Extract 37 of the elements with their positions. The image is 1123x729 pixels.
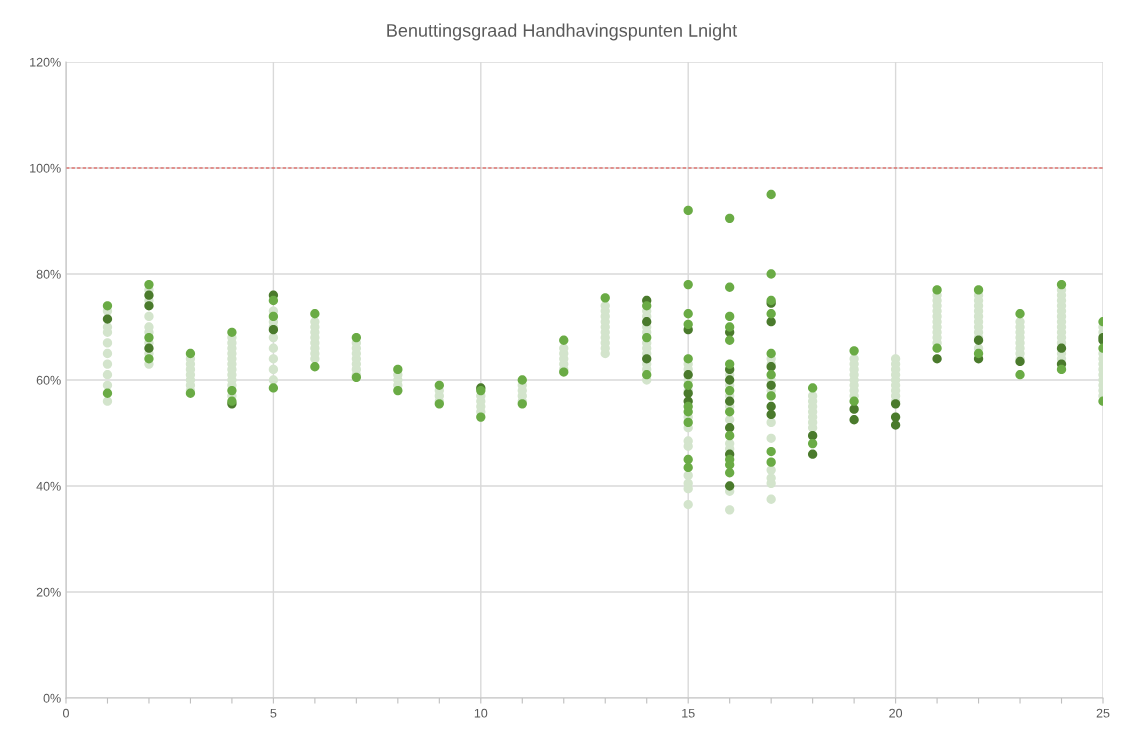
point <box>144 301 154 311</box>
y-tick-label: 40% <box>36 481 61 491</box>
point <box>725 423 735 433</box>
chart-title: Benuttingsgraad Handhavingspunten Lnight <box>387 23 738 41</box>
point <box>849 415 859 425</box>
point <box>642 317 652 327</box>
point <box>725 396 735 406</box>
x-tick-label: 5 <box>270 708 277 718</box>
point <box>102 314 113 324</box>
y-tick-label: 120% <box>30 57 61 67</box>
point <box>144 290 154 300</box>
x-tick-label: 15 <box>682 708 695 718</box>
point <box>849 404 859 414</box>
point <box>932 354 942 364</box>
point <box>766 409 776 420</box>
point <box>766 317 776 327</box>
x-tick-label: 10 <box>474 708 488 718</box>
point <box>766 401 776 412</box>
point <box>807 449 818 459</box>
point <box>144 343 154 353</box>
point <box>642 354 652 364</box>
point <box>890 420 901 430</box>
point <box>1056 343 1067 353</box>
y-tick-label: 80% <box>36 269 61 279</box>
y-tick-label: 0% <box>43 693 61 703</box>
x-tick-label: 25 <box>1096 708 1110 718</box>
point <box>725 481 735 491</box>
x-tick-label: 0 <box>63 708 69 718</box>
y-tick-label: 60% <box>36 375 61 385</box>
point <box>725 375 735 385</box>
y-tick-label: 100% <box>30 163 61 173</box>
point <box>890 412 901 422</box>
y-tick-label: 20% <box>36 587 61 597</box>
x-tick-label: 20 <box>889 708 903 718</box>
point <box>683 370 693 380</box>
point <box>766 380 776 390</box>
point <box>807 430 818 441</box>
